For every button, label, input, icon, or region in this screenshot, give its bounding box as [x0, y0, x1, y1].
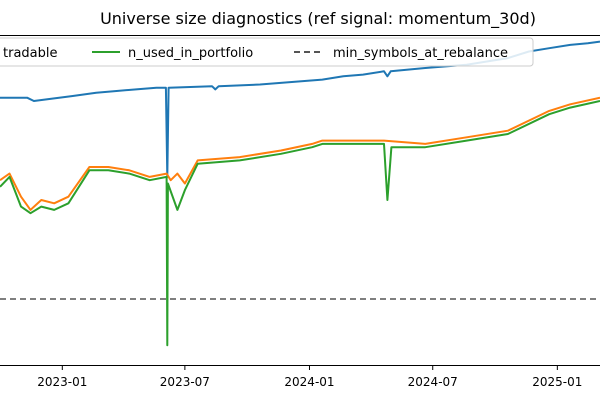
legend-label-tradable: tradable: [3, 46, 58, 61]
legend-label-n-used: n_used_in_portfolio: [128, 46, 253, 61]
legend-box: [0, 37, 534, 67]
x-tick-label: 2025-01: [532, 375, 582, 389]
x-tick-label: 2024-07: [408, 375, 458, 389]
x-tick-label: 2023-07: [160, 375, 210, 389]
series-line-eligible: [0, 96, 600, 211]
legend-label-min-symbols: min_symbols_at_rebalance: [333, 46, 508, 61]
legend: tradable n_used_in_portfolio min_symbols…: [0, 37, 534, 67]
x-tick-label: 2023-01: [37, 375, 87, 389]
series-line-n-used-in-portfolio: [0, 100, 600, 347]
chart-title: Universe size diagnostics (ref signal: m…: [100, 9, 536, 29]
series-layer: [0, 40, 600, 347]
x-tick-label: 2024-01: [284, 375, 334, 389]
x-ticks: 2023-01 2023-07 2024-01 2024-07 2025-01: [37, 365, 582, 389]
